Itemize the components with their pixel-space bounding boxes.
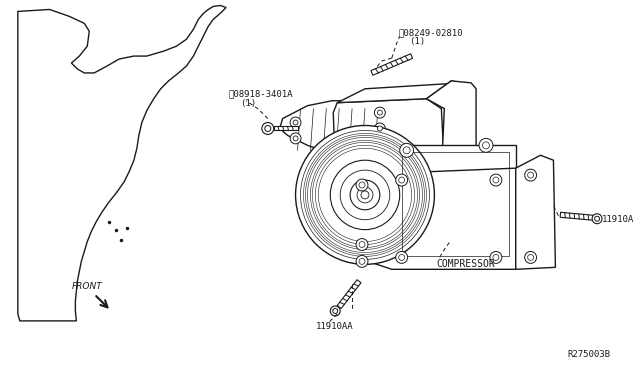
Polygon shape [280,101,392,155]
Text: (1): (1) [240,99,256,108]
Text: 11910AA: 11910AA [316,322,353,331]
Text: 11910A: 11910A [602,215,634,224]
Text: FRONT: FRONT [72,282,102,291]
Polygon shape [333,99,444,175]
Circle shape [290,117,301,128]
Circle shape [290,133,301,144]
Circle shape [490,251,502,263]
Circle shape [592,214,602,224]
Polygon shape [337,81,461,103]
Polygon shape [18,6,226,321]
Circle shape [396,251,408,263]
Circle shape [490,174,502,186]
Text: Ⓞ08918-3401A: Ⓞ08918-3401A [228,90,292,99]
Circle shape [262,122,274,134]
Polygon shape [347,168,516,269]
Circle shape [265,125,271,131]
Polygon shape [426,81,476,178]
Circle shape [330,306,340,316]
Polygon shape [335,165,347,254]
Circle shape [374,107,385,118]
Circle shape [396,174,408,186]
Text: R275003B: R275003B [567,350,610,359]
Text: COMPRESSOR: COMPRESSOR [436,259,495,269]
Circle shape [400,143,413,157]
Text: Ⓝ08249-02810: Ⓝ08249-02810 [399,28,463,37]
Circle shape [378,110,382,115]
Circle shape [296,125,435,264]
Polygon shape [274,126,298,131]
Circle shape [525,251,536,263]
Circle shape [595,216,600,221]
Polygon shape [371,54,413,75]
Circle shape [374,123,385,134]
Circle shape [356,179,368,191]
Circle shape [333,308,338,314]
Polygon shape [560,212,593,220]
Circle shape [350,180,380,210]
Polygon shape [337,280,361,308]
Circle shape [361,191,369,199]
Circle shape [293,136,298,141]
Circle shape [356,256,368,267]
FancyBboxPatch shape [392,145,516,264]
Text: (1): (1) [408,37,425,46]
Circle shape [356,238,368,250]
Circle shape [525,169,536,181]
Circle shape [378,126,382,131]
Circle shape [330,160,400,230]
Circle shape [293,120,298,125]
Circle shape [479,138,493,152]
Polygon shape [516,155,556,269]
